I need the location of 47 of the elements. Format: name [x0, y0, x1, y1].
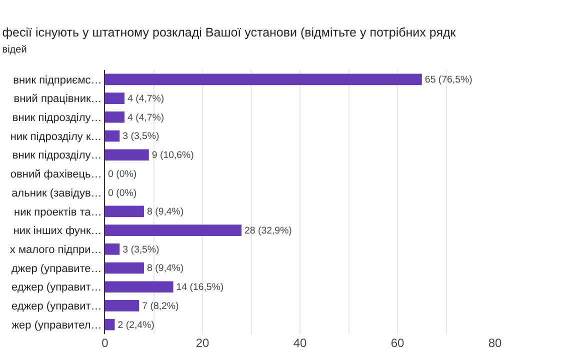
data-label: 28 (32,9%) [244, 226, 292, 237]
data-label: 65 (76,5%) [424, 74, 472, 86]
data-label: 0 (0%) [108, 168, 137, 180]
data-label: 9 (10,6%) [152, 150, 194, 162]
bar [105, 281, 174, 293]
y-tick-label: ник інших функ… [13, 225, 102, 238]
y-tick-label: ник проектів та… [14, 206, 102, 218]
data-label: 4 (4,7%) [128, 94, 164, 105]
bar [105, 130, 120, 142]
bar [105, 300, 140, 312]
y-tick-label: ник підрозділу к… [10, 130, 102, 143]
bar [105, 243, 120, 255]
data-label: 0 (0%) [108, 188, 137, 199]
bar [105, 224, 242, 236]
bar [105, 74, 422, 86]
bar [105, 92, 124, 104]
y-tick-label: вник підприємс… [13, 74, 102, 86]
x-tick-label: 60 [390, 336, 404, 350]
data-label: 8 (9,4%) [147, 206, 184, 218]
y-tick-label: джер (управите… [11, 262, 102, 275]
data-label: 2 (2,4%) [118, 320, 154, 331]
bar [105, 206, 144, 218]
x-tick-label: 40 [293, 336, 307, 350]
data-label: 4 (4,7%) [128, 112, 164, 124]
y-tick-label: еджер (управит… [11, 300, 102, 313]
bar [105, 149, 149, 161]
text: відей [2, 44, 27, 56]
data-label: 3 (3,5%) [122, 244, 160, 256]
data-label: 7 (8,2%) [142, 300, 179, 312]
bar [105, 262, 144, 274]
y-tick-label: вник підрозділу… [12, 112, 102, 124]
x-tick-label: 20 [196, 336, 210, 350]
chart-title: фесії існують у штатному розкладі Вашої установи (відмітьте у потрібних рядк [2, 25, 456, 40]
data-label: 3 (3,5%) [122, 131, 160, 142]
bar [105, 111, 124, 123]
y-tick-label: вний працівник… [14, 93, 102, 106]
x-tick-label: 80 [488, 336, 502, 350]
y-tick-label: еджер (управит… [11, 282, 102, 294]
y-tick-label: овний фахівець… [10, 168, 102, 181]
bar [105, 318, 115, 330]
y-tick-label: х малого підпри… [10, 244, 102, 256]
y-tick-label: жер (управител… [12, 319, 102, 332]
y-tick-label: альник (завідув… [12, 187, 102, 200]
y-tick-label: вник підрозділу… [12, 150, 102, 162]
data-label: 14 (16,5%) [176, 282, 224, 294]
data-label: 8 (9,4%) [147, 263, 184, 274]
x-tick-label: 0 [102, 336, 109, 350]
